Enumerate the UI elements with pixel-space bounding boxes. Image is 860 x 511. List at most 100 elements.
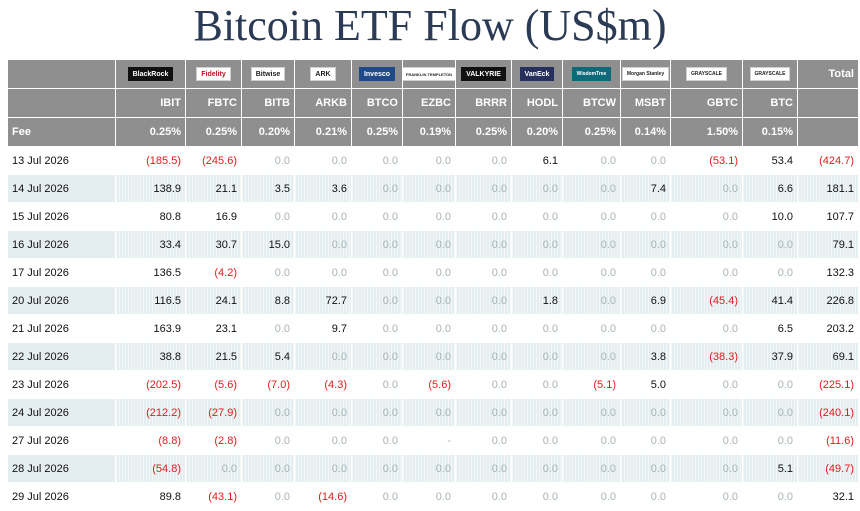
total-cell: 79.1 (798, 231, 859, 259)
flow-cell: 0.0 (352, 231, 403, 259)
flow-cell: 0.0 (456, 287, 512, 315)
logo-cell: VanEck (512, 60, 563, 89)
row-date: 29 Jul 2026 (8, 483, 116, 511)
flow-cell: (4.3) (295, 371, 352, 399)
flow-cell: 21.5 (186, 343, 242, 371)
flow-cell: (53.1) (671, 147, 743, 175)
flow-cell: 3.5 (242, 175, 295, 203)
flow-cell: 0.0 (512, 259, 563, 287)
grayscale-logo: GRAYSCALE (749, 67, 791, 81)
flow-cell: 0.0 (743, 371, 798, 399)
flow-cell: 0.0 (242, 399, 295, 427)
flow-cell: 0.0 (403, 343, 456, 371)
flow-cell: 0.0 (295, 231, 352, 259)
flow-cell: 0.0 (242, 427, 295, 455)
flow-cell: 0.0 (456, 371, 512, 399)
flow-cell: 0.0 (621, 147, 671, 175)
flow-cell: 0.0 (512, 455, 563, 483)
wisdomtree-logo: WisdomTree (571, 67, 612, 81)
flow-cell: 41.4 (743, 287, 798, 315)
flow-cell: 0.0 (512, 483, 563, 511)
flow-cell: 0.0 (563, 175, 621, 203)
flow-cell: 0.0 (512, 315, 563, 343)
flow-cell: 0.0 (563, 259, 621, 287)
logo-cell: BlackRock (116, 60, 186, 89)
ticker-header: BRRR (456, 89, 512, 118)
flow-cell: 0.0 (242, 315, 295, 343)
logo-cell: Invesco (352, 60, 403, 89)
fee-row-spacer (798, 118, 859, 147)
flow-cell: 0.0 (352, 287, 403, 315)
fee-value: 0.14% (621, 118, 671, 147)
flow-cell: 0.0 (295, 147, 352, 175)
fee-value: 0.15% (743, 118, 798, 147)
flow-cell: 0.0 (743, 483, 798, 511)
flow-cell: 6.6 (743, 175, 798, 203)
flow-cell: 0.0 (456, 399, 512, 427)
flow-cell: 10.0 (743, 203, 798, 231)
blackrock-logo: BlackRock (127, 67, 174, 81)
row-date: 14 Jul 2026 (8, 175, 116, 203)
flow-cell: 0.0 (456, 455, 512, 483)
ticker-header: ARKB (295, 89, 352, 118)
flow-cell: 0.0 (403, 315, 456, 343)
ticker-header: IBIT (116, 89, 186, 118)
flow-cell: 1.8 (512, 287, 563, 315)
ticker-header: EZBC (403, 89, 456, 118)
flow-cell: 0.0 (671, 399, 743, 427)
row-date: 28 Jul 2026 (8, 455, 116, 483)
flow-cell: 0.0 (295, 455, 352, 483)
flow-cell: 0.0 (186, 455, 242, 483)
flow-cell: 0.0 (512, 343, 563, 371)
logo-cell: GRAYSCALE (743, 60, 798, 89)
vaneck-logo: VanEck (519, 67, 555, 81)
flow-cell: 23.1 (186, 315, 242, 343)
flow-cell: 0.0 (456, 427, 512, 455)
flow-cell: 0.0 (621, 315, 671, 343)
flow-cell: 3.6 (295, 175, 352, 203)
flow-cell: 163.9 (116, 315, 186, 343)
flow-cell: 89.8 (116, 483, 186, 511)
flow-cell: 0.0 (671, 427, 743, 455)
flow-cell: 0.0 (621, 259, 671, 287)
fee-value: 0.20% (242, 118, 295, 147)
row-date: 15 Jul 2026 (8, 203, 116, 231)
flow-cell: 0.0 (295, 259, 352, 287)
flow-cell: 0.0 (295, 399, 352, 427)
flow-cell: (43.1) (186, 483, 242, 511)
flow-cell: 33.4 (116, 231, 186, 259)
row-date: 23 Jul 2026 (8, 371, 116, 399)
flow-cell: (185.5) (116, 147, 186, 175)
flow-cell: 38.8 (116, 343, 186, 371)
fee-value: 1.50% (671, 118, 743, 147)
flow-cell: (14.6) (295, 483, 352, 511)
flow-cell: 0.0 (352, 315, 403, 343)
flow-cell: 0.0 (456, 231, 512, 259)
logo-cell: WisdomTree (563, 60, 621, 89)
flow-cell: 0.0 (352, 259, 403, 287)
flow-cell: 0.0 (671, 371, 743, 399)
flow-cell: 0.0 (621, 427, 671, 455)
flow-cell: 0.0 (563, 147, 621, 175)
flow-cell: (27.9) (186, 399, 242, 427)
flow-cell: 0.0 (456, 315, 512, 343)
flow-cell: 5.0 (621, 371, 671, 399)
flow-cell: 116.5 (116, 287, 186, 315)
row-date: 27 Jul 2026 (8, 427, 116, 455)
flow-cell: 0.0 (671, 259, 743, 287)
row-date: 17 Jul 2026 (8, 259, 116, 287)
flow-cell: (5.6) (403, 371, 456, 399)
flow-cell: 0.0 (403, 147, 456, 175)
flow-cell: 53.4 (743, 147, 798, 175)
flow-cell: 0.0 (563, 455, 621, 483)
flow-cell: - (403, 427, 456, 455)
flow-cell: 0.0 (352, 175, 403, 203)
flow-cell: 0.0 (352, 343, 403, 371)
total-cell: 226.8 (798, 287, 859, 315)
flow-cell: 0.0 (621, 203, 671, 231)
flow-cell: 0.0 (352, 203, 403, 231)
flow-cell: 0.0 (403, 231, 456, 259)
bitwise-logo: Bitwise (250, 67, 286, 81)
page-title: Bitcoin ETF Flow (US$m) (193, 1, 667, 50)
morgan-stanley-logo: Morgan Stanley (621, 67, 670, 81)
